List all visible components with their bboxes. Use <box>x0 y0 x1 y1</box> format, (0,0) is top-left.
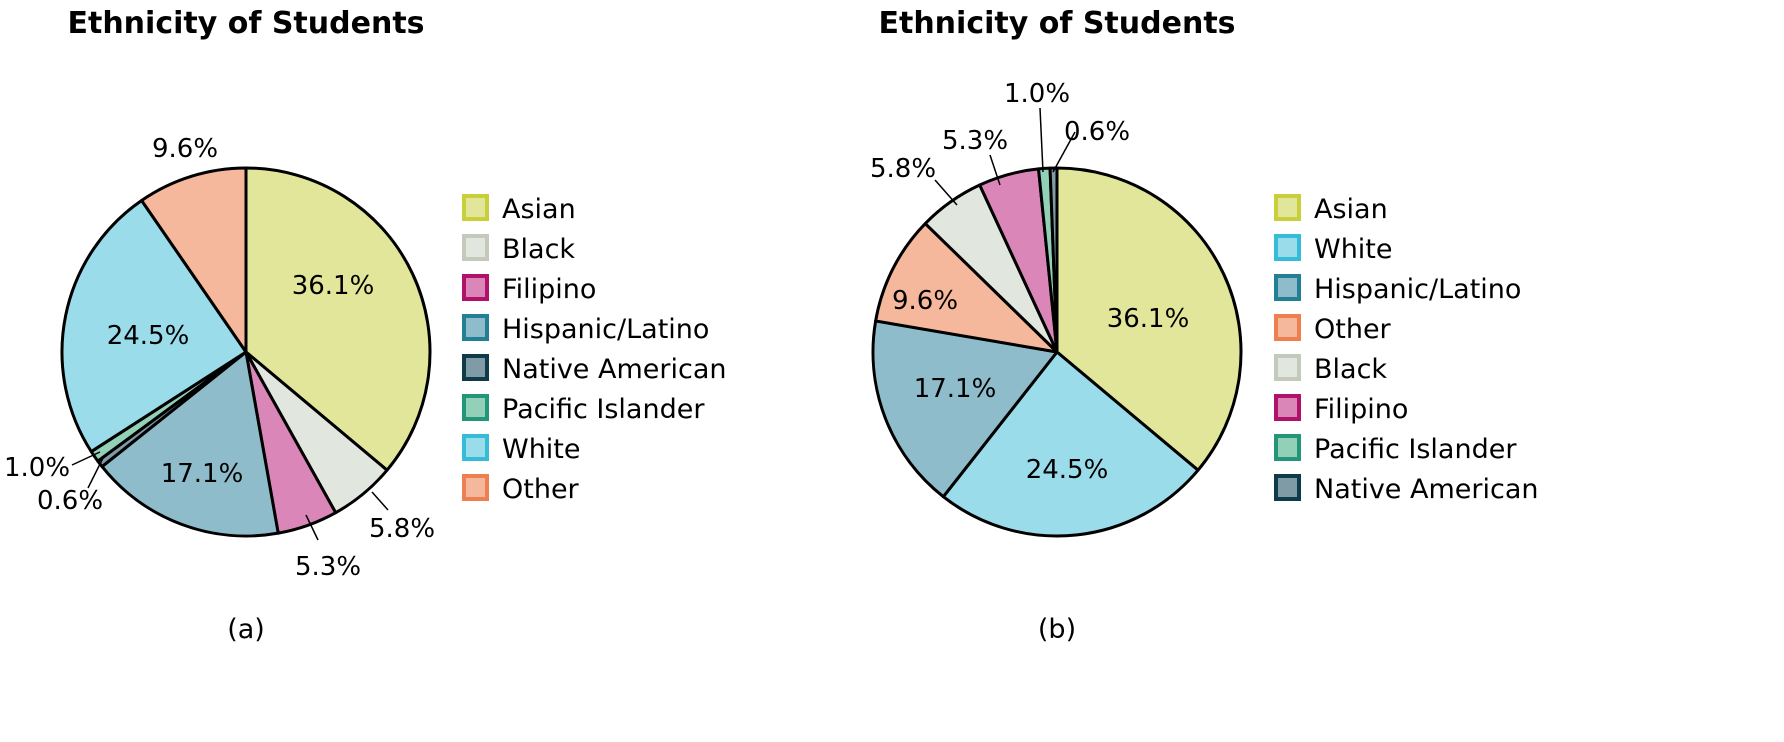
pie-slice-hispanic-latino <box>100 350 280 538</box>
data-label: 24.5% <box>107 321 190 351</box>
legend-label: Filipino <box>1314 394 1408 425</box>
legend-swatch <box>1274 274 1301 301</box>
data-label: 5.8% <box>870 154 936 184</box>
pie-slice-asian <box>1055 166 1243 472</box>
pie-slice-other <box>140 166 248 354</box>
pie-slice-asian <box>244 166 432 472</box>
legend-label: Pacific Islander <box>502 394 705 425</box>
legend-swatch <box>1274 434 1301 461</box>
legend-label: Filipino <box>502 274 596 305</box>
pie-slice-hispanic-latino <box>871 319 1059 499</box>
leader-line <box>989 154 1001 186</box>
legend-label: White <box>502 434 581 465</box>
legend-label: Other <box>502 474 580 505</box>
legend-swatch <box>462 394 489 421</box>
data-label: 9.6% <box>152 134 218 164</box>
pie-slice-other <box>874 222 1059 354</box>
leader-line <box>305 514 319 541</box>
legend-label: Asian <box>502 194 576 225</box>
pie-slice-white <box>60 198 248 454</box>
chart-b-title: Ethnicity of Students <box>878 6 1235 41</box>
data-label: 36.1% <box>292 271 375 301</box>
legend-label: Other <box>1314 314 1392 345</box>
legend-swatch <box>462 234 489 261</box>
data-label: 0.6% <box>1064 117 1130 147</box>
pie-slice-white <box>941 350 1200 538</box>
data-label: 5.8% <box>369 514 435 544</box>
data-label: 5.3% <box>942 126 1008 156</box>
pie-slice-native-american <box>1048 166 1059 354</box>
legend-label: Black <box>502 234 575 265</box>
chart-a-caption: (a) <box>227 614 265 645</box>
leader-line <box>71 451 101 466</box>
leader-line <box>1039 107 1044 173</box>
legend-swatch <box>462 434 489 461</box>
legend-swatch <box>1274 394 1301 421</box>
legend-swatch <box>462 274 489 301</box>
data-label: 24.5% <box>1026 455 1109 485</box>
chart-a-title: Ethnicity of Students <box>67 6 424 41</box>
legend-swatch <box>1274 194 1301 221</box>
legend-swatch <box>462 354 489 381</box>
legend-label: Asian <box>1314 194 1388 225</box>
legend-label: Hispanic/Latino <box>502 314 709 345</box>
leader-line <box>87 457 104 489</box>
legend-label: Native American <box>1314 474 1539 505</box>
data-label: 36.1% <box>1107 304 1190 334</box>
data-label: 5.3% <box>295 552 361 582</box>
data-label: 17.1% <box>161 459 244 489</box>
legend-swatch <box>1274 314 1301 341</box>
chart-b-caption: (b) <box>1038 614 1076 645</box>
data-label: 1.0% <box>4 453 70 483</box>
data-label: 1.0% <box>1004 79 1070 109</box>
data-label: 9.6% <box>892 286 958 316</box>
legend-swatch <box>1274 234 1301 261</box>
legend-label: Native American <box>502 354 727 385</box>
legend-swatch <box>1274 354 1301 381</box>
data-label: 0.6% <box>37 486 103 516</box>
legend-swatch <box>462 314 489 341</box>
data-label: 17.1% <box>914 374 997 404</box>
legend-label: Black <box>1314 354 1387 385</box>
leader-line <box>934 179 958 206</box>
legend-swatch <box>1274 474 1301 501</box>
legend-label: Pacific Islander <box>1314 434 1517 465</box>
leader-line <box>371 491 389 511</box>
legend-swatch <box>462 194 489 221</box>
legend-label: Hispanic/Latino <box>1314 274 1521 305</box>
legend-swatch <box>462 474 489 501</box>
legend-label: White <box>1314 234 1393 265</box>
leader-line <box>1052 131 1076 173</box>
